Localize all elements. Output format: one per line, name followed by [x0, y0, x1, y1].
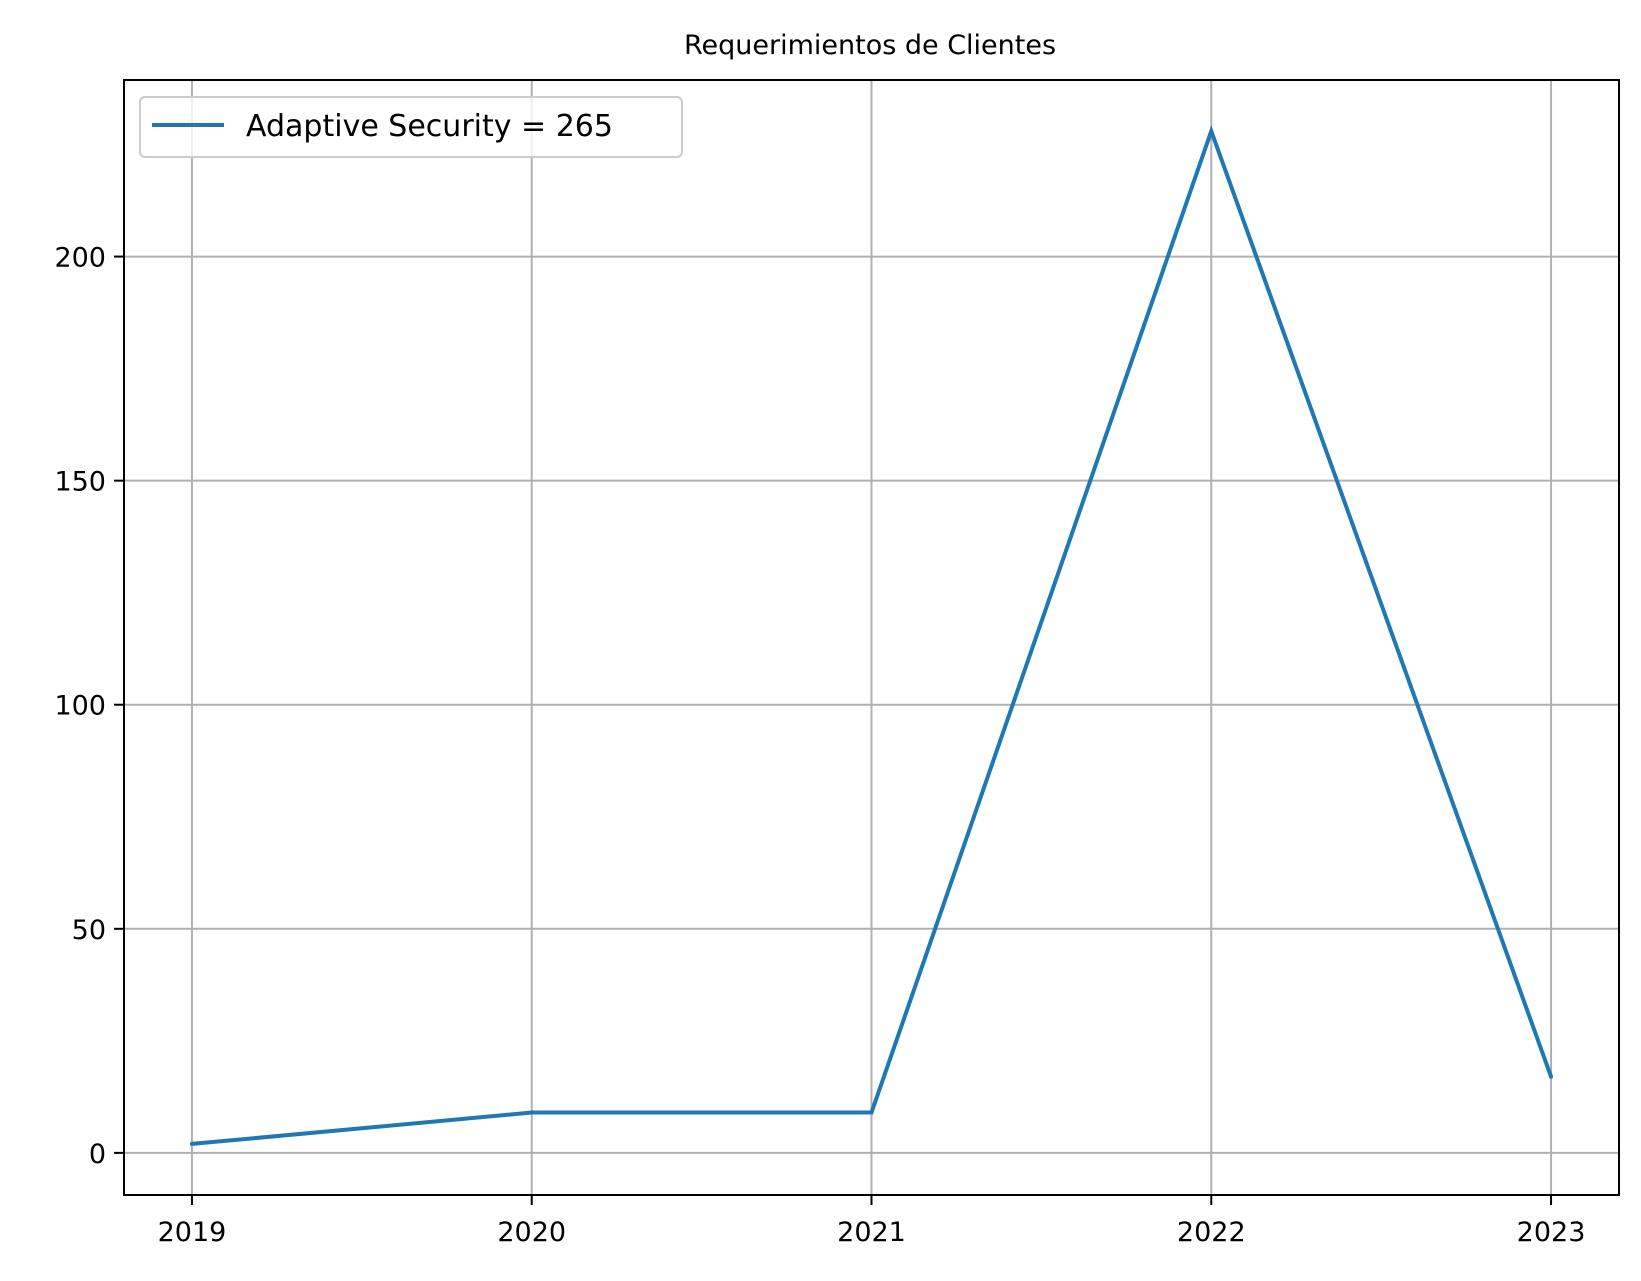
- series-layer: [189, 125, 1554, 1146]
- y-tick-label: 150: [54, 467, 106, 498]
- data-point: [189, 1141, 194, 1146]
- y-tick-label: 0: [89, 1139, 106, 1170]
- data-point: [1549, 1074, 1554, 1079]
- x-tick-label: 2023: [1517, 1217, 1586, 1248]
- axis-ticks: 2019 2020 2021 2022 2023 0 50 100 150 200: [54, 243, 1585, 1248]
- y-tick-label: 50: [72, 915, 106, 946]
- x-tick-label: 2020: [497, 1217, 566, 1248]
- x-tick-label: 2022: [1177, 1217, 1246, 1248]
- data-point: [529, 1110, 534, 1115]
- legend-frame: [139, 96, 683, 158]
- y-tick-label: 200: [54, 243, 106, 274]
- chart-title: Requerimientos de Clientes: [684, 30, 1056, 61]
- x-tick-label: 2019: [158, 1217, 227, 1248]
- x-tick-label: 2021: [837, 1217, 906, 1248]
- y-tick-label: 100: [54, 691, 106, 722]
- legend-label-adaptive-security: Adaptive Security = 265: [246, 109, 613, 144]
- data-point: [1209, 129, 1214, 134]
- legend: Adaptive Security = 265: [139, 96, 683, 158]
- grid-lines: [124, 80, 1619, 1195]
- data-point: [869, 1110, 874, 1115]
